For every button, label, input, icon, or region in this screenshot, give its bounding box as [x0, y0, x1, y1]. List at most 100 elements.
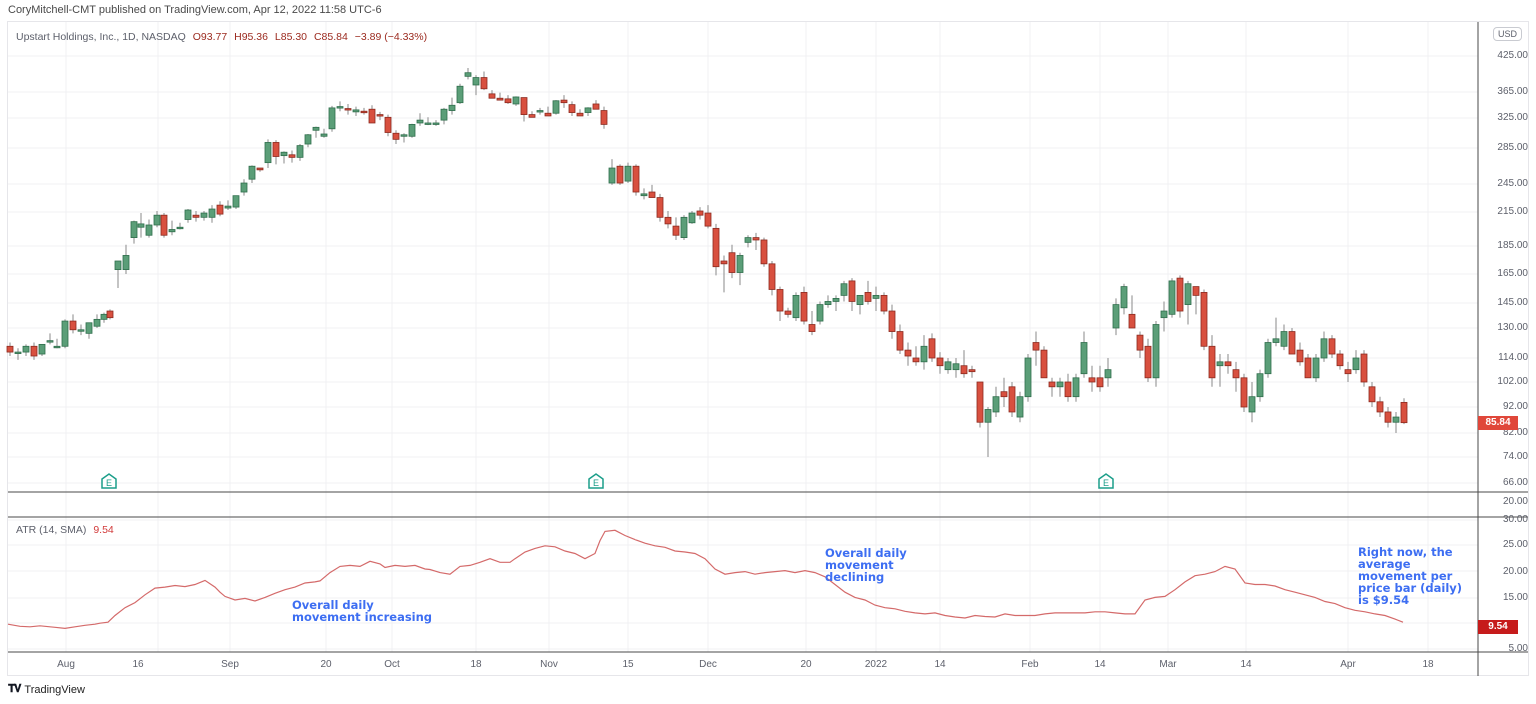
candle-up — [46, 340, 54, 343]
candle-down — [1088, 377, 1096, 383]
candle-up — [77, 329, 85, 332]
candle-down — [768, 263, 776, 290]
annotation-increasing[interactable]: Overall daily movement increasing — [292, 598, 433, 624]
time-tick-label: 20 — [800, 659, 812, 670]
candle-down — [528, 114, 536, 118]
currency-badge[interactable]: USD — [1493, 27, 1523, 41]
candle-up — [1152, 324, 1160, 379]
candle-down — [160, 214, 168, 236]
candle-down — [888, 310, 896, 332]
candle-up — [1312, 357, 1320, 379]
candle-down — [1240, 377, 1248, 408]
candle-up — [920, 345, 928, 363]
candle-up — [53, 345, 61, 349]
price-tick-label: 365.00 — [1497, 86, 1528, 97]
candle-up — [352, 109, 360, 113]
candle-down — [480, 77, 488, 90]
atr-tick-label: 5.00 — [1508, 643, 1528, 654]
symbol-legend: Upstart Holdings, Inc., 1D, NASDAQ O93.7… — [16, 31, 427, 43]
candle-up — [176, 226, 184, 230]
candle-down — [192, 214, 200, 218]
candle-up — [736, 255, 744, 273]
candle-down — [30, 345, 38, 357]
candle-up — [408, 124, 416, 137]
candle-up — [248, 165, 256, 180]
price-tick-label: 245.00 — [1497, 178, 1528, 189]
candle-down — [488, 93, 496, 99]
candle-up — [232, 195, 240, 208]
atr-tick-label: 20.00 — [1502, 566, 1528, 577]
earnings-icon: E — [101, 473, 117, 489]
candle-up — [872, 294, 880, 299]
candle-down — [106, 310, 114, 319]
candle-up — [584, 107, 592, 113]
candle-down — [1064, 381, 1072, 398]
candle-down — [1144, 345, 1152, 379]
candle-down — [392, 132, 400, 140]
atr-last-badge: 9.54 — [1478, 620, 1518, 634]
candle-down — [664, 216, 672, 225]
price-tick-label: 325.00 — [1497, 112, 1528, 123]
candle-down — [784, 310, 792, 315]
candle-down — [936, 357, 944, 367]
candle-up — [1352, 357, 1360, 371]
candle-down — [360, 110, 368, 114]
candle-down — [576, 112, 584, 117]
candle-up — [448, 104, 456, 111]
candle-up — [552, 100, 560, 114]
annotation-declining[interactable]: Overall daily movement declining — [825, 546, 907, 584]
candle-up — [1264, 342, 1272, 375]
annotation-current[interactable]: Right now, the average movement per pric… — [1358, 545, 1463, 607]
footer-brand[interactable]: 𝐓𝐕 TradingView — [8, 683, 85, 696]
open-value: O93.77 — [192, 31, 228, 43]
candle-down — [728, 252, 736, 273]
candle-up — [61, 320, 69, 347]
price-tick-label: 102.00 — [1497, 376, 1528, 387]
last-price-badge: 85.84 — [1478, 416, 1518, 430]
candle-down — [1200, 292, 1208, 347]
candle-up — [832, 298, 840, 302]
candle-up — [137, 223, 145, 228]
candle-up — [464, 72, 472, 77]
candle-up — [1216, 361, 1224, 367]
candle-down — [520, 97, 528, 115]
candle-up — [992, 396, 1000, 413]
candle-down — [648, 191, 656, 198]
atr-legend: ATR (14, SMA) 9.54 — [16, 524, 114, 536]
price-tick-label: 285.00 — [1497, 142, 1528, 153]
time-tick-label: Oct — [384, 659, 400, 670]
candle-down — [808, 324, 816, 332]
svg-text:E: E — [106, 478, 112, 488]
candle-up — [1016, 396, 1024, 418]
candle-down — [720, 260, 728, 265]
candle-up — [984, 409, 992, 423]
candle-down — [1040, 349, 1048, 379]
candle-up — [1320, 338, 1328, 359]
candle-up — [1120, 286, 1128, 309]
candle-down — [848, 280, 856, 302]
candle-down — [760, 239, 768, 265]
candle-down — [1048, 381, 1056, 388]
candle-down — [904, 349, 912, 357]
candle-down — [1008, 386, 1016, 413]
atr-value: 9.54 — [93, 524, 114, 536]
candle-up — [608, 167, 616, 184]
candle-up — [1080, 342, 1088, 375]
candle-up — [816, 304, 824, 322]
svg-text:E: E — [1103, 478, 1109, 488]
candle-down — [1400, 401, 1408, 424]
candle-up — [1056, 381, 1064, 388]
candle-up — [240, 182, 248, 193]
candle-down — [1296, 349, 1304, 363]
time-tick-label: 18 — [470, 659, 482, 670]
atr-tick-label: 15.00 — [1502, 592, 1528, 603]
candle-down — [504, 98, 512, 104]
candle-up — [416, 119, 424, 124]
candle-up — [93, 318, 101, 327]
candle-up — [1104, 369, 1112, 379]
candle-down — [1096, 377, 1104, 388]
candle-up — [1272, 338, 1280, 343]
svg-text:E: E — [593, 478, 599, 488]
candle-up — [264, 142, 272, 164]
